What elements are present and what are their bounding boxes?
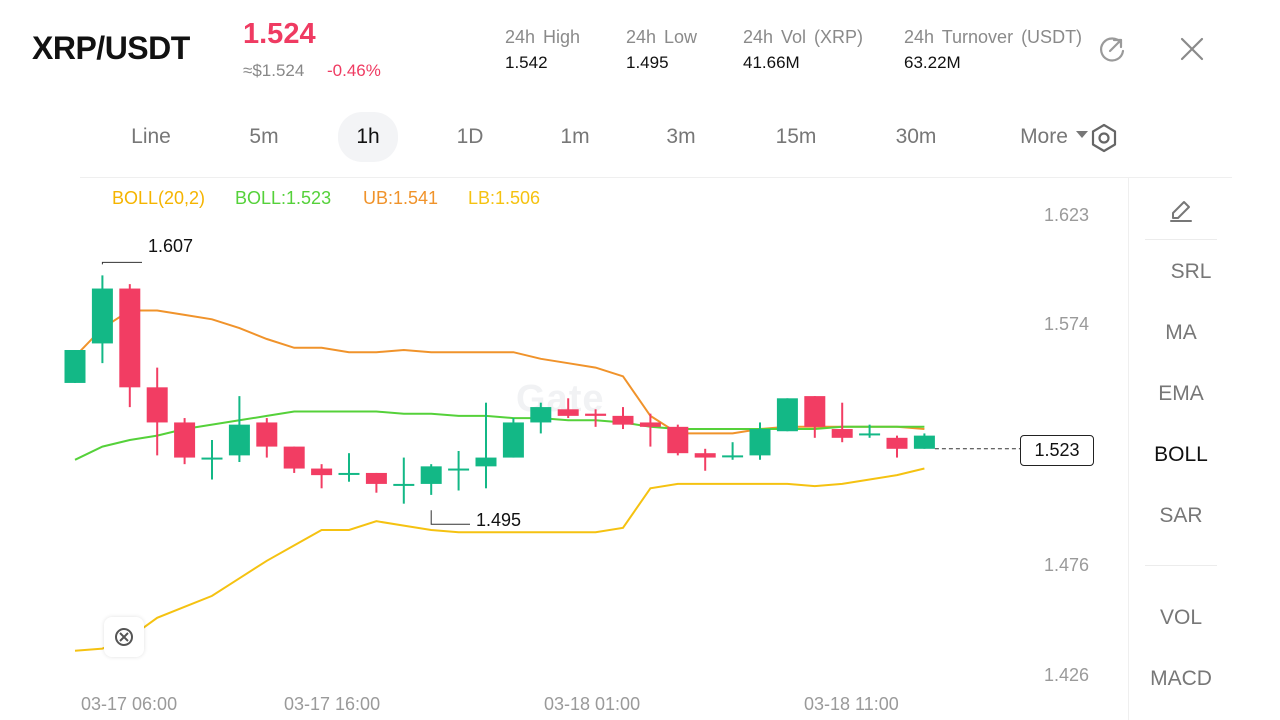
tab-1m[interactable]: 1m: [560, 125, 590, 148]
pan-icon: [115, 628, 133, 646]
y-tick-label: 1.426: [1044, 665, 1090, 685]
candle-body: [749, 429, 771, 456]
tab-1d[interactable]: 1D: [456, 125, 484, 148]
candle-body: [64, 350, 86, 383]
tab-1h[interactable]: 1h: [338, 112, 398, 162]
stat-value: 63.22M: [904, 53, 961, 72]
last-price-tag: 1.523: [1020, 435, 1094, 466]
candle-body: [612, 415, 634, 425]
share-icon[interactable]: [1097, 34, 1127, 64]
candle-body: [420, 466, 442, 484]
candle-body: [228, 424, 250, 456]
candle-body: [146, 387, 168, 423]
candle-body: [776, 398, 798, 432]
caret-down-icon: [1075, 130, 1088, 138]
candle-body: [639, 422, 661, 427]
chart-panel: [80, 0, 1232, 720]
stat-24h-volume: 24h Vol (XRP) 41.66M: [743, 27, 863, 73]
indicator-ema[interactable]: EMA: [1158, 382, 1204, 405]
stat-value: 41.66M: [743, 53, 800, 72]
close-icon[interactable]: [1177, 34, 1207, 64]
tab-3m[interactable]: 3m: [666, 125, 696, 148]
candle-body: [913, 435, 935, 449]
y-tick-label: 1.476: [1044, 555, 1090, 575]
candle-body: [338, 472, 360, 475]
x-tick-label: 03-18 01:00: [544, 694, 641, 714]
usd-price: ≈$1.524: [243, 61, 305, 80]
tab-line[interactable]: Line: [131, 125, 171, 148]
tab-15m[interactable]: 15m: [775, 125, 817, 148]
price-change: -0.46%: [327, 61, 381, 80]
tab-more[interactable]: More: [1008, 112, 1100, 162]
stat-24h-turnover: 24h Turnover (USDT) 63.22M: [904, 27, 1094, 73]
stat-value: 1.495: [626, 53, 669, 72]
candle-body: [530, 407, 552, 423]
last-price: 1.524: [243, 18, 316, 50]
stat-label: 24h High: [505, 27, 581, 47]
x-tick-label: 03-17 16:00: [284, 694, 381, 714]
candle-body: [667, 426, 689, 454]
candle-body: [585, 413, 607, 416]
drawing-tool-button[interactable]: [104, 617, 144, 657]
stat-24h-high: 24h High 1.542: [505, 27, 580, 73]
tab-5m[interactable]: 5m: [249, 125, 279, 148]
candle-body: [502, 422, 524, 458]
pencil-icon[interactable]: [1167, 196, 1195, 224]
indicator-ma[interactable]: MA: [1165, 321, 1197, 344]
settings-icon[interactable]: [1088, 122, 1120, 154]
trading-pair-title[interactable]: XRP/USDT: [32, 30, 190, 66]
low-marker-line: [430, 510, 470, 525]
indicator-srl[interactable]: SRL: [1170, 260, 1212, 283]
candle-body: [311, 468, 333, 476]
indicator-vol[interactable]: VOL: [1159, 606, 1203, 629]
candle-body: [393, 483, 415, 486]
candle-body: [694, 453, 716, 458]
candle-body: [201, 457, 223, 460]
candle-body: [722, 455, 744, 458]
high-marker-label: 1.607: [148, 236, 194, 256]
candle-body: [256, 422, 278, 447]
y-tick-label: 1.574: [1044, 314, 1090, 334]
sidebar-divider: [1145, 565, 1217, 566]
candle-body: [804, 396, 826, 427]
candle-body: [831, 429, 853, 438]
candle-body: [174, 422, 196, 458]
candle-body: [91, 288, 113, 344]
stat-label: 24h Vol (XRP): [743, 27, 864, 47]
boll-legend-mid: BOLL:1.523: [235, 188, 332, 208]
boll-legend-ub: UB:1.541: [363, 188, 439, 208]
x-tick-label: 03-17 06:00: [81, 694, 178, 714]
x-tick-label: 03-18 11:00: [804, 694, 899, 714]
indicator-sar[interactable]: SAR: [1159, 504, 1203, 527]
boll-legend-title: BOLL(20,2): [112, 188, 206, 208]
candle-body: [859, 433, 881, 436]
candle-body: [283, 446, 305, 469]
candle-body: [119, 288, 141, 388]
tab-30m[interactable]: 30m: [895, 125, 937, 148]
boll-legend-lb: LB:1.506: [468, 188, 541, 208]
stat-24h-low: 24h Low 1.495: [626, 27, 697, 73]
indicator-boll[interactable]: BOLL: [1154, 443, 1208, 466]
high-marker-line: [101, 261, 142, 265]
stat-label: 24h Low: [626, 27, 698, 47]
candle-body: [448, 468, 470, 471]
sidebar-divider: [1145, 239, 1217, 240]
tab-more-label: More: [1020, 125, 1068, 148]
y-tick-label: 1.623: [1044, 205, 1090, 225]
candle-body: [557, 409, 579, 416]
candle-body: [886, 437, 908, 449]
boll-lower-band: [74, 467, 925, 652]
stat-value: 1.542: [505, 53, 548, 72]
tabs-divider: [80, 177, 1232, 178]
indicator-sidebar: SRL MA EMA BOLL SAR VOL MACD: [1128, 178, 1232, 720]
indicator-macd[interactable]: MACD: [1150, 667, 1212, 690]
stat-label: 24h Turnover (USDT): [904, 27, 1083, 47]
low-marker-label: 1.495: [476, 510, 522, 530]
candle-body: [475, 457, 497, 467]
candle-body: [365, 472, 387, 484]
